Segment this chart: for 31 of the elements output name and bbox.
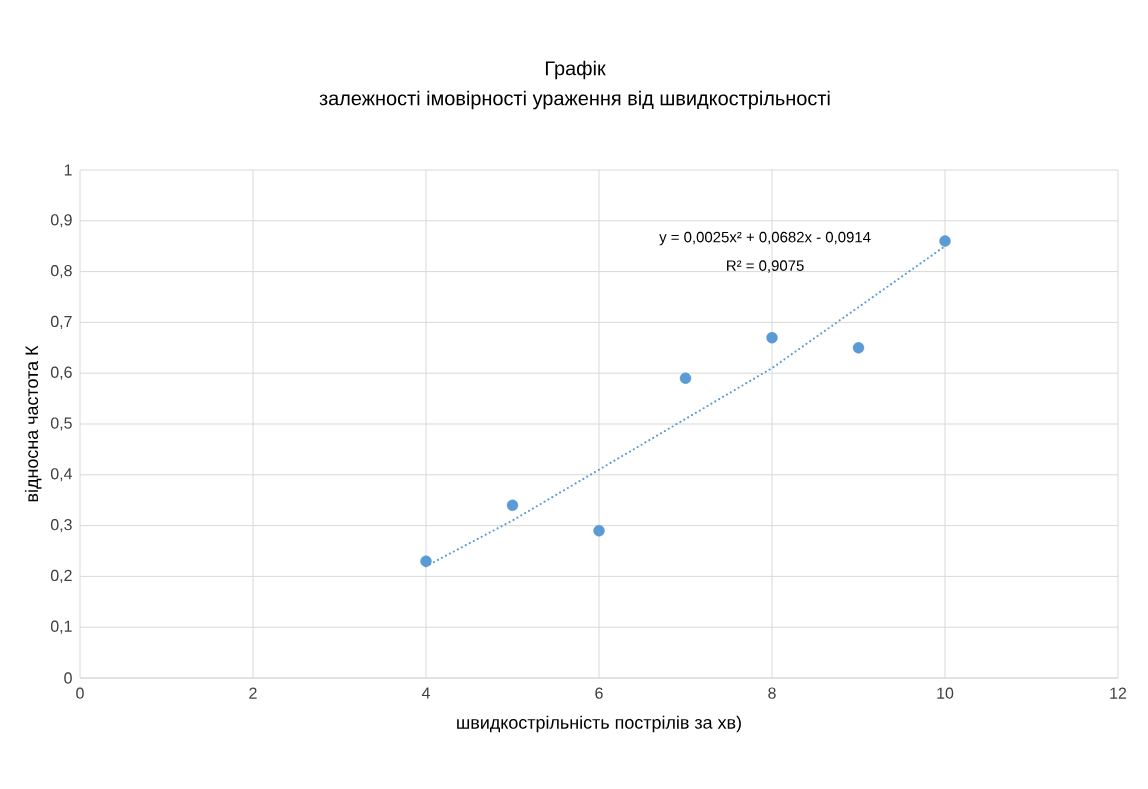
annotation: y = 0,0025x² + 0,0682x - 0,0914 [659,231,871,246]
y-tick-label: 0,9 [50,214,72,228]
x-tick-label: 6 [595,687,603,699]
chart-subtitle: залежності імовірності ураження від швидкострільності [319,90,830,110]
x-tick-label: 12 [1110,687,1127,699]
point [852,342,865,354]
y-tick-label: 0,5 [50,417,72,431]
y-tick-label: 0,4 [50,468,73,482]
point [939,235,951,247]
y-tick-label: 0 [64,672,72,684]
x-tick-label: 10 [937,687,954,699]
y-tick-label: 0,8 [50,265,72,279]
point [420,555,432,567]
point [679,372,692,384]
chart-title: Графік [545,60,606,80]
y-tick-label: 0,1 [50,620,72,634]
point [766,331,778,344]
x-axis-title: швидкострільність пострілів за хв) [457,715,741,733]
y-tick-label: 0,6 [50,366,72,380]
x-tick-label: 4 [421,687,430,699]
point [506,499,519,511]
y-tick-label: 0,3 [50,519,72,533]
y-tick-label: 0,7 [50,315,72,329]
y-tick-label: 0,2 [50,569,72,583]
point [593,524,605,537]
x-tick-label: 2 [249,687,257,699]
x-tick-label: 8 [768,687,776,699]
x-tick-label: 0 [76,687,84,699]
y-tick-label: 1 [64,164,72,176]
y-axis-title: відносна частота К [24,345,42,502]
annotation: R² = 0,9075 [727,260,804,273]
